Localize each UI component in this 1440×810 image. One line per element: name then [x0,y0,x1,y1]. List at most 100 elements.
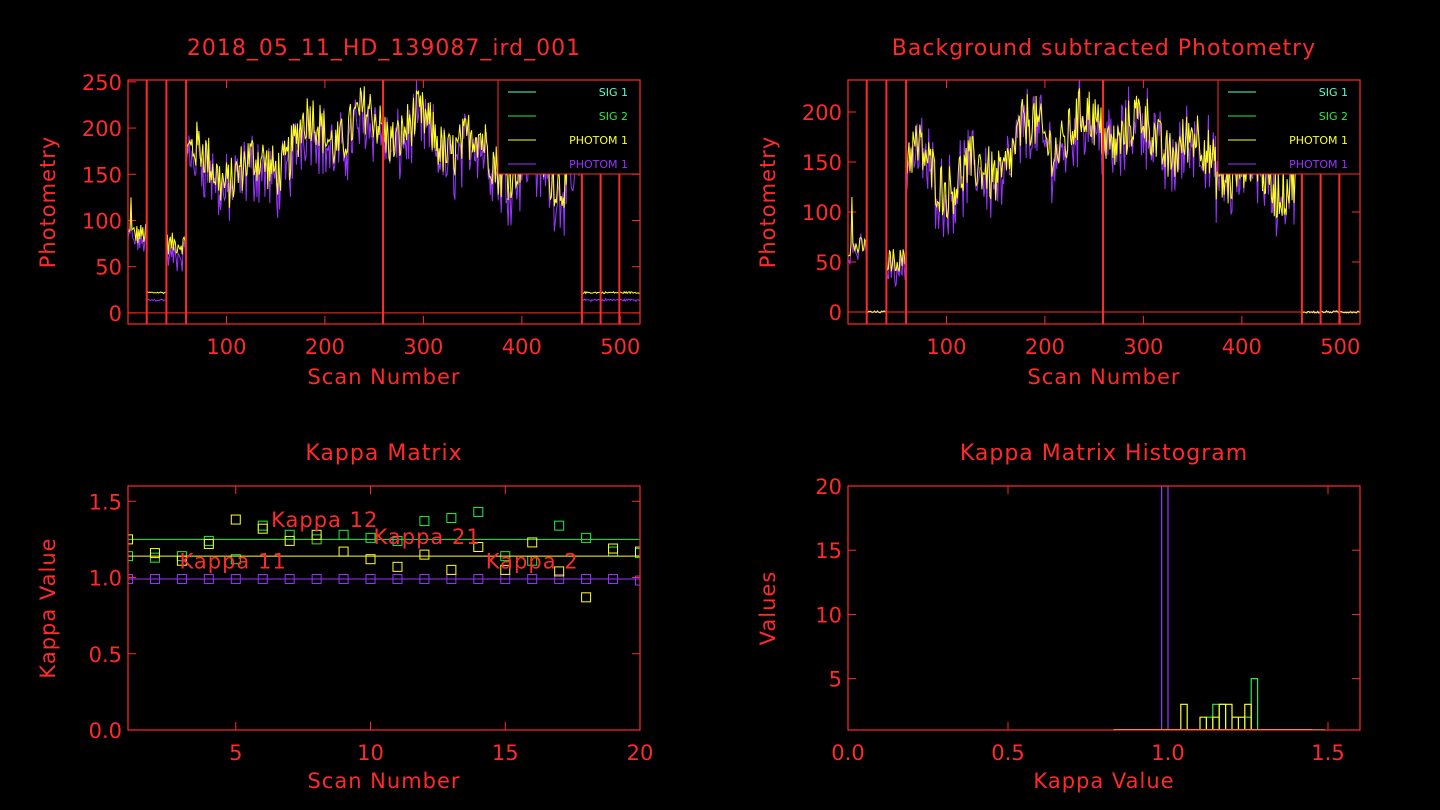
data-point [419,549,430,560]
data-point [608,546,619,557]
x-tick-label: 400 [502,335,542,359]
data-point [284,574,295,585]
data-point [230,574,241,585]
x-tick-label: 1.5 [1311,741,1344,765]
y-tick-label: 200 [82,117,122,141]
x-tick-label: 0.5 [991,741,1024,765]
legend-entry: SIG 1 [1319,86,1348,99]
chart-title: Kappa Matrix Histogram [960,441,1248,466]
data-point [257,523,268,534]
histogram-bars-1 [1200,678,1309,730]
data-point [635,575,640,586]
data-point [446,564,457,575]
histogram-bars-2 [1123,703,1296,730]
chart-raw_photometry: 2018_05_11_HD_139087_ird_001 Scan Number P… [36,36,641,389]
data-point [581,592,592,603]
y-tick-label: 10 [815,603,842,627]
x-tick-label: 20 [627,741,654,765]
y-tick-label: 50 [815,251,842,275]
data-point [284,535,295,546]
legend-entry: SIG 2 [599,110,628,123]
data-point [554,520,565,531]
x-tick-label: 300 [403,335,443,359]
legend-entry: PHOTOM 1 [569,158,628,171]
data-point [419,516,430,527]
plot-area [1113,486,1325,730]
data-point [284,529,295,540]
data-point [446,513,457,524]
y-tick-label: 1.5 [89,490,122,514]
data-point [419,574,430,585]
data-point [365,574,376,585]
legend-entry: SIG 1 [599,86,628,99]
legend-box [1217,80,1360,175]
y-tick-label: 250 [82,71,122,95]
data-point [554,574,565,585]
chart-kappa_matrix: Kappa Matrix Scan Number Kappa Value 5 10 15 2… [36,441,653,793]
data-point [392,535,403,546]
y-tick-label: 20 [815,475,842,499]
y-tick-label: 1.0 [89,567,122,591]
series-annotation: Kappa 12 [271,508,378,532]
data-point [581,532,592,543]
data-point [311,529,322,540]
plot-frame [127,79,641,325]
y-tick-label: 50 [95,256,122,280]
x-tick-label: 100 [926,335,966,359]
chart-kappa_histogram: Kappa Matrix Histogram Kappa Value Values 0… [756,441,1361,793]
plot-frame [847,79,1361,325]
data-point [128,534,133,545]
legend-box [497,80,640,175]
data-point [527,537,538,548]
x-tick-label: 500 [600,335,640,359]
y-axis-label: Photometry [756,136,780,269]
x-axis-label: Kappa Value [1033,769,1174,793]
y-tick-label: 0 [829,301,842,325]
y-axis-label: Kappa Value [36,537,60,678]
data-point [311,574,322,585]
x-tick-label: 300 [1123,335,1163,359]
x-tick-label: 500 [1320,335,1360,359]
histogram-bars-0 [1161,486,1169,730]
data-point [338,529,349,540]
legend: SIG 1 SIG 2 PHOTOM 1 PHOTOM 1 [497,80,640,175]
y-tick-label: 0.0 [89,719,122,743]
y-axis-label: Photometry [36,136,60,269]
data-point [473,542,484,552]
series-annotation: Kappa 21 [374,525,481,549]
data-point [392,574,403,585]
data-point [176,555,187,566]
series-annotation: Kappa 11 [179,549,286,573]
x-tick-label: 200 [305,335,345,359]
data-point [473,506,484,517]
data-point [176,574,187,585]
plot-frame [847,485,1361,731]
data-point [527,574,538,585]
legend-entry: SIG 2 [1319,110,1348,123]
x-tick-label: 5 [229,741,242,765]
legend-entry: PHOTOM 1 [1289,134,1348,147]
data-point [149,574,160,585]
x-tick-label: 10 [357,741,384,765]
data-point [230,514,241,525]
y-tick-label: 15 [815,539,842,563]
data-point [581,574,592,585]
data-point [608,543,619,554]
plot-area: SIG 1 SIG 2 PHOTOM 1 PHOTOM 1 [848,80,1360,324]
x-tick-label: 1.0 [1151,741,1184,765]
y-tick-label: 100 [82,209,122,233]
data-point [203,535,214,546]
data-point [635,546,640,557]
x-tick-label: 0.0 [831,741,864,765]
x-axis-label: Scan Number [307,365,460,389]
chart-title: Background subtracted Photometry [892,36,1316,61]
plot-area: SIG 1 SIG 2 PHOTOM 1 PHOTOM 1 [128,80,640,324]
x-tick-label: 200 [1025,335,1065,359]
y-tick-label: 200 [802,101,842,125]
x-tick-label: 100 [206,335,246,359]
data-point [608,574,619,585]
y-tick-label: 100 [802,201,842,225]
data-point [473,574,484,585]
